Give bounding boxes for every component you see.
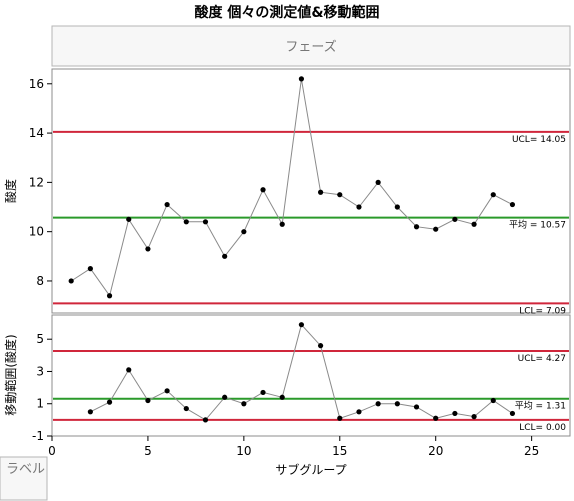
moving-range-plot-frame [51,314,571,437]
moving-range-data-point [279,394,285,400]
moving-range-center-label: 平均 = 1.31 [515,400,566,412]
individuals-data-point [375,179,381,185]
individuals-data-point [222,253,228,259]
individuals-plot-frame [51,68,571,314]
individuals-data-point [471,221,477,227]
moving-range-data-point [183,405,189,412]
individuals-data-point [260,187,266,193]
individuals-y-tick-label: 10 [29,225,44,239]
individuals-data-point [394,204,400,210]
moving-range-y-tick-label: 3 [36,364,44,378]
moving-range-panel: -1 1 3 5 UCL= 4.27 平均 = 1.31 LCL= 0.00 [32,314,571,443]
moving-range-data-point [433,415,439,421]
individuals-data-point [202,219,209,225]
x-tick-label: 20 [428,444,443,458]
individuals-data-point [490,192,496,198]
moving-range-y-tick-label: 1 [36,397,44,411]
moving-range-data-point [490,397,496,404]
individuals-data-point [106,293,113,299]
individuals-data-point [337,192,343,198]
moving-range-data-point [413,404,420,410]
x-tick-label: 0 [48,444,56,458]
individuals-y-tick-label: 12 [29,175,44,189]
individuals-ucl-label: UCL= 14.05 [512,135,566,145]
individuals-y-tick-label: 14 [29,126,44,140]
x-tick-label: 15 [332,444,347,458]
moving-range-y-tick-label: -1 [32,429,44,443]
moving-range-data-point [241,401,247,407]
individuals-panel: 8 10 12 14 16 UCL= 14.05 平均 = 10.57 LCL= 7.09 [29,68,571,316]
moving-range-data-point [509,410,516,417]
individuals-data-point [241,229,247,235]
x-tick-label: 10 [236,444,251,458]
label-corner-box [0,456,48,501]
individuals-data-point [279,221,285,227]
x-axis: 0 5 10 15 20 25 [48,436,539,458]
label-corner-text: ラベル [6,462,45,477]
moving-range-data-point [222,394,228,400]
moving-range-data-point [145,397,151,404]
individuals-series-line [70,78,513,297]
moving-range-data-point [337,415,343,421]
individuals-data-point [68,278,74,284]
individuals-data-point [164,201,170,208]
individuals-data-point [356,204,362,210]
individuals-center-label: 平均 = 10.57 [509,219,566,231]
moving-range-data-point [471,414,477,420]
x-tick-label: 5 [144,444,152,458]
moving-range-data-point [356,409,362,415]
individuals-data-point [183,219,189,225]
individuals-data-point [317,189,324,195]
individuals-data-point [413,224,420,230]
moving-range-series-line [90,323,513,421]
moving-range-data-point [87,409,93,415]
x-axis-label: サブグループ [275,462,346,477]
individuals-data-point [509,201,516,208]
moving-range-lcl-label: LCL= 0.00 [519,423,566,433]
individuals-y-tick-label: 16 [29,77,44,91]
individuals-data-point [452,216,458,222]
moving-range-ucl-label: UCL= 4.27 [518,354,566,364]
phase-box-label: フェーズ [285,39,336,55]
moving-range-data-point [164,388,170,394]
chart-title: 酸度 個々の測定値&移動範囲 [194,4,379,21]
moving-range-data-point [106,399,113,405]
individuals-data-point [433,226,439,232]
moving-range-data-point [202,417,209,423]
moving-range-data-point [126,367,132,373]
moving-range-y-tick-label: 5 [36,332,44,346]
moving-range-data-point [260,389,266,396]
x-tick-label: 25 [524,444,539,458]
individuals-data-point [145,246,151,252]
moving-range-data-point [298,322,305,328]
moving-range-data-point [375,401,381,407]
individuals-data-point [87,266,93,272]
moving-range-data-point [317,343,324,349]
individuals-y-tick-label: 8 [36,274,44,288]
moving-range-data-point [452,410,458,417]
individuals-lcl-label: LCL= 7.09 [519,306,566,316]
moving-range-y-axis-label: 移動範囲(酸度) [3,334,18,415]
phase-box [51,25,571,67]
individuals-data-point [298,76,305,82]
individuals-data-point [126,216,132,222]
individuals-y-axis-label: 酸度 [3,179,18,203]
moving-range-data-point [394,401,400,407]
